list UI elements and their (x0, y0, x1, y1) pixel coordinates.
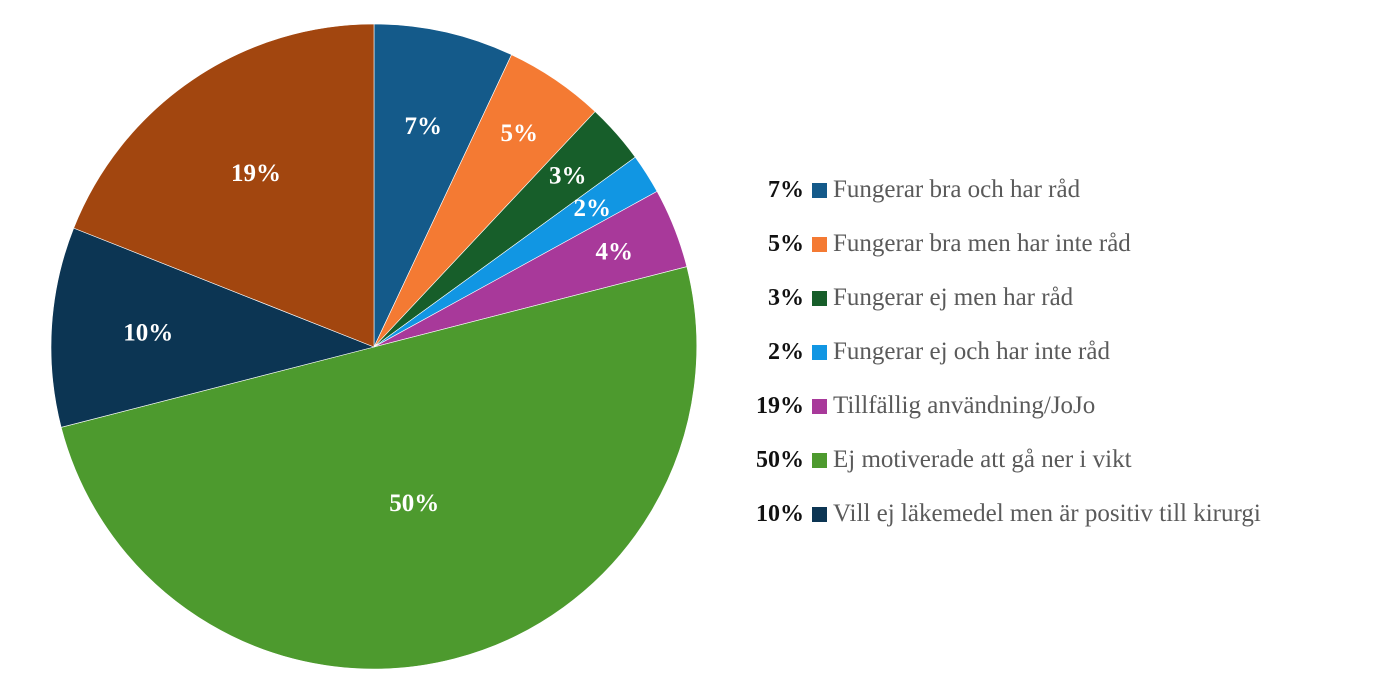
legend-swatch (812, 506, 827, 522)
legend-label: Ej motiverade att gå ner i vikt (833, 446, 1132, 473)
legend-item: 50% Ej motiverade att gå ner i vikt (740, 433, 1261, 487)
legend-label: Fungerar ej och har inte råd (833, 338, 1110, 365)
pie-slice (60, 266, 698, 670)
legend-pct: 10% (756, 500, 804, 527)
legend-item: 3% Fungerar ej men har råd (740, 271, 1261, 325)
pie-slice (50, 227, 375, 428)
legend-swatch (812, 344, 827, 360)
legend-pct: 5% (768, 230, 804, 257)
legend-swatch (812, 236, 827, 252)
legend: 7% Fungerar bra och har råd 5% Fungerar … (740, 163, 1261, 541)
legend-pct: 2% (768, 338, 804, 365)
slice-label: 50% (389, 490, 439, 517)
legend-label: Fungerar bra men har inte råd (833, 230, 1131, 257)
legend-swatch (812, 182, 827, 198)
legend-pct: 19% (756, 392, 804, 419)
legend-label: Vill ej läkemedel men är positiv till ki… (833, 500, 1261, 527)
legend-pct: 50% (756, 446, 804, 473)
legend-label: Fungerar bra och har råd (833, 176, 1081, 203)
legend-pct: 3% (768, 284, 804, 311)
legend-swatch (812, 290, 827, 306)
slice-label: 7% (405, 113, 443, 140)
legend-swatch (812, 452, 827, 468)
slice-label: 5% (500, 120, 538, 147)
legend-label: Tillfällig användning/JoJo (833, 392, 1096, 419)
pie-slice (373, 23, 512, 348)
slice-label: 19% (231, 160, 281, 187)
slice-label: 2% (573, 195, 611, 222)
legend-swatch (812, 398, 827, 414)
legend-item: 2% Fungerar ej och har inte råd (740, 325, 1261, 379)
slice-label: 10% (123, 319, 173, 346)
legend-item: 10% Vill ej läkemedel men är positiv til… (740, 487, 1261, 541)
pie-slice (73, 23, 375, 348)
legend-pct: 7% (768, 176, 804, 203)
legend-item: 7% Fungerar bra och har råd (740, 163, 1261, 217)
legend-item: 5% Fungerar bra men har inte råd (740, 217, 1261, 271)
pie-chart: 7% 5% 3% 2% 4% 50% 10% 19% (50, 23, 698, 670)
slice-label: 4% (596, 238, 634, 265)
legend-label: Fungerar ej men har råd (833, 284, 1074, 311)
slice-label: 3% (549, 163, 587, 190)
legend-item: 19% Tillfällig användning/JoJo (740, 379, 1261, 433)
